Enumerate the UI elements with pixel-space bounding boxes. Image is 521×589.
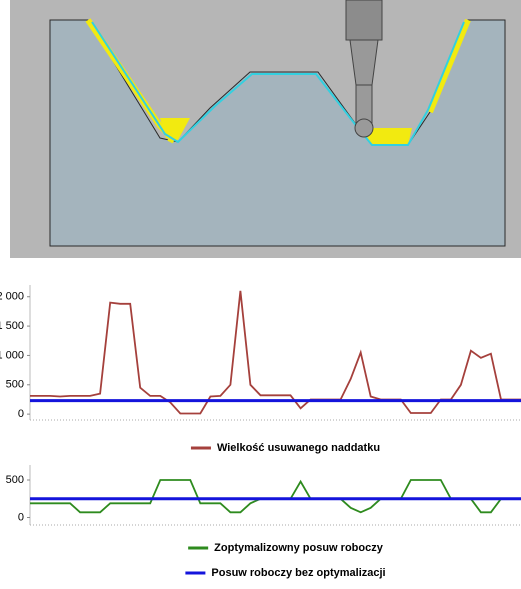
y-tick-label: 500	[6, 474, 24, 486]
legend-label: Posuw roboczy bez optymalizacji	[211, 567, 385, 579]
legend-label: Wielkość usuwanego naddatku	[217, 442, 380, 454]
page: 0 500 1 000 1 500 2 000 Wielkość usuwanego na…	[0, 0, 521, 584]
series-line	[30, 480, 521, 512]
tool-holder	[346, 0, 382, 40]
y-tick-label: 500	[6, 379, 24, 391]
legend-label: Zoptymalizowny posuw roboczy	[214, 542, 384, 554]
y-tick-label: 1 500	[0, 320, 24, 332]
y-tick-label: 0	[18, 511, 24, 523]
machining-illustration	[10, 0, 521, 258]
y-tick-label: 0	[18, 408, 24, 420]
y-tick-label: 2 000	[0, 291, 24, 303]
y-tick-label: 1 000	[0, 349, 24, 361]
tool-tip	[355, 119, 373, 137]
series-line	[30, 291, 521, 414]
